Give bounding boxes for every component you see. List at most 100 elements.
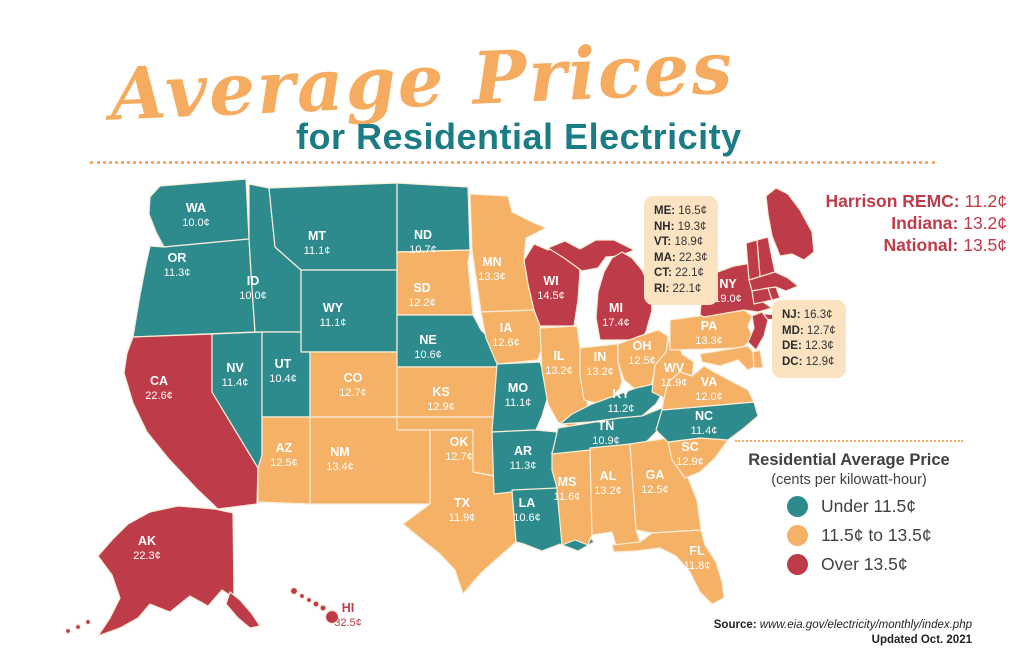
state-OR — [132, 238, 256, 338]
state-label-WA: WA — [186, 201, 206, 215]
state-value-GA: 12.5¢ — [641, 484, 669, 496]
state-value-WA: 10.0¢ — [182, 217, 210, 229]
legend: Residential Average Price (cents per kil… — [735, 440, 963, 575]
state-PA — [669, 309, 754, 351]
state-value-NC: 11.4¢ — [691, 425, 718, 437]
state-value-NE: 10.6¢ — [414, 349, 442, 361]
state-label-KY: KY — [612, 387, 630, 401]
state-DE — [752, 349, 764, 369]
state-label-ID: ID — [247, 274, 260, 288]
state-value-LA: 10.6¢ — [513, 512, 541, 524]
state-ND — [396, 182, 471, 253]
callout-midatlantic: NJ: 16.3¢ MD: 12.7¢ DE: 12.3¢ DC: 12.9¢ — [772, 300, 846, 378]
states-layer — [64, 178, 815, 637]
state-value-TN: 10.9¢ — [592, 435, 620, 447]
state-label-KS: KS — [432, 385, 449, 399]
state-label-LA: LA — [519, 496, 536, 510]
state-label-TX: TX — [454, 496, 471, 510]
callout-row-RI: RI: 22.1¢ — [654, 282, 702, 295]
state-value-MS: 11.6¢ — [554, 491, 581, 503]
state-label-WV: WV — [664, 361, 685, 375]
page-title-subtitle: for Residential Electricity — [296, 116, 742, 157]
stat-row-1: Indiana: 13.2¢ — [891, 213, 1007, 233]
state-label-WY: WY — [323, 301, 344, 315]
state-label-IN: IN — [594, 350, 607, 364]
title-dotted-divider — [90, 161, 935, 164]
source-note: Source: www.eia.gov/electricity/monthly/… — [714, 618, 972, 647]
legend-title: Residential Average Price — [748, 451, 950, 469]
state-value-KY: 11.2¢ — [608, 403, 635, 415]
legend-subtitle: (cents per kilowatt-hour) — [771, 472, 927, 488]
source-line: Source: www.eia.gov/electricity/monthly/… — [714, 618, 972, 633]
state-value-IA: 12.6¢ — [492, 337, 520, 349]
state-label-ND: ND — [414, 228, 432, 242]
source-url: www.eia.gov/electricity/monthly/index.ph… — [759, 619, 972, 631]
stat-row-2: National: 13.5¢ — [883, 235, 1007, 255]
state-value-IL: 13.2¢ — [545, 365, 573, 377]
state-label-TN: TN — [598, 419, 615, 433]
legend-items: Under 11.5¢ 11.5¢ to 13.5¢ Over 13.5¢ — [735, 496, 963, 575]
state-value-WV: 11.9¢ — [661, 377, 688, 389]
state-value-SD: 12.2¢ — [408, 297, 436, 309]
state-value-VA: 12.0¢ — [695, 391, 723, 403]
state-label-AZ: AZ — [276, 441, 293, 455]
state-label-UT: UT — [275, 357, 292, 371]
state-label-NV: NV — [226, 361, 244, 375]
state-MN — [469, 193, 547, 313]
state-label-OH: OH — [633, 339, 652, 353]
callout-row-DC: DC: 12.9¢ — [782, 355, 835, 368]
state-value-NM: 13.4¢ — [326, 461, 354, 473]
state-value-FL: 11.8¢ — [684, 560, 711, 572]
state-label-AK: AK — [138, 534, 156, 548]
state-WI — [523, 243, 581, 327]
legend-label-under: Under 11.5¢ — [821, 496, 917, 516]
state-value-OR: 11.3¢ — [164, 267, 191, 279]
state-value-SC: 12.9¢ — [676, 456, 704, 468]
callout-row-CT: CT: 22.1¢ — [654, 267, 704, 279]
callout-row-MA: MA: 22.3¢ — [654, 251, 708, 264]
callout-row-VT: VT: 18.9¢ — [654, 236, 704, 248]
state-label-IA: IA — [500, 321, 513, 335]
state-label-SC: SC — [681, 440, 698, 454]
callout-row-NJ: NJ: 16.3¢ — [782, 309, 833, 321]
state-value-WI: 14.5¢ — [537, 290, 565, 302]
state-value-AK: 22.3¢ — [133, 550, 161, 562]
state-labels-layer: WA 10.0¢ OR 11.3¢ CA 22.6¢ NV 11.4¢ ID 10.0¢ MT 11.… — [133, 201, 742, 629]
state-value-NV: 11.4¢ — [222, 377, 249, 389]
legend-item-mid: 11.5¢ to 13.5¢ — [735, 525, 963, 546]
stat-row-0: Harrison REMC: 11.2¢ — [825, 191, 1007, 211]
state-label-CO: CO — [344, 371, 363, 385]
state-label-GA: GA — [646, 468, 665, 482]
state-label-OK: OK — [450, 435, 469, 449]
state-label-SD: SD — [413, 281, 430, 295]
state-label-PA: PA — [701, 319, 717, 333]
state-label-MN: MN — [482, 255, 501, 269]
state-value-MT: 11.1¢ — [304, 245, 331, 257]
state-value-UT: 10.4¢ — [269, 373, 297, 385]
state-FL — [611, 529, 725, 605]
legend-item-under: Under 11.5¢ — [735, 496, 963, 517]
state-MI — [547, 239, 653, 341]
state-MD — [699, 345, 757, 371]
callout-row-MD: MD: 12.7¢ — [782, 324, 836, 337]
state-label-AL: AL — [600, 469, 617, 483]
state-label-AR: AR — [514, 444, 532, 458]
state-label-NY: NY — [719, 277, 737, 291]
state-VT — [745, 239, 761, 281]
callout-row-DE: DE: 12.3¢ — [782, 340, 834, 352]
state-value-PA: 13.3¢ — [695, 335, 723, 347]
state-RI — [767, 286, 781, 301]
state-value-AR: 11.3¢ — [510, 460, 537, 472]
state-value-ND: 10.7¢ — [409, 244, 437, 256]
state-SD — [396, 249, 474, 316]
state-value-HI: 32.5¢ — [334, 617, 362, 629]
state-label-MI: MI — [609, 301, 623, 315]
state-label-VA: VA — [701, 375, 717, 389]
state-value-AZ: 12.5¢ — [270, 457, 298, 469]
state-value-MO: 11.1¢ — [505, 397, 532, 409]
state-value-KS: 12.9¢ — [427, 401, 455, 413]
callout-row-NH: NH: 19.3¢ — [654, 220, 707, 233]
state-value-OH: 12.5¢ — [628, 355, 656, 367]
state-value-CA: 22.6¢ — [145, 390, 173, 402]
state-value-AL: 13.2¢ — [594, 485, 622, 497]
